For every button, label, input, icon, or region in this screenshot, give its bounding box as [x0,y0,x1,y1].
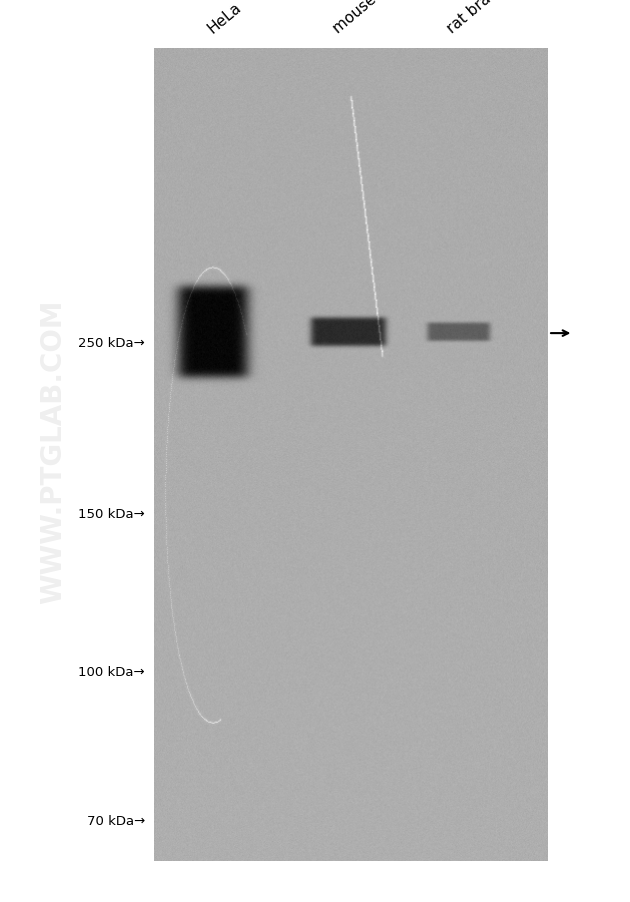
Text: 150 kDa→: 150 kDa→ [78,508,145,520]
Text: 100 kDa→: 100 kDa→ [78,666,145,678]
Text: 70 kDa→: 70 kDa→ [87,815,145,827]
Text: mouse brain: mouse brain [331,0,413,36]
Text: 250 kDa→: 250 kDa→ [78,336,145,349]
Text: WWW.PTGLAB.COM: WWW.PTGLAB.COM [40,299,67,603]
Text: HeLa: HeLa [205,0,244,36]
Text: rat brain: rat brain [444,0,504,36]
